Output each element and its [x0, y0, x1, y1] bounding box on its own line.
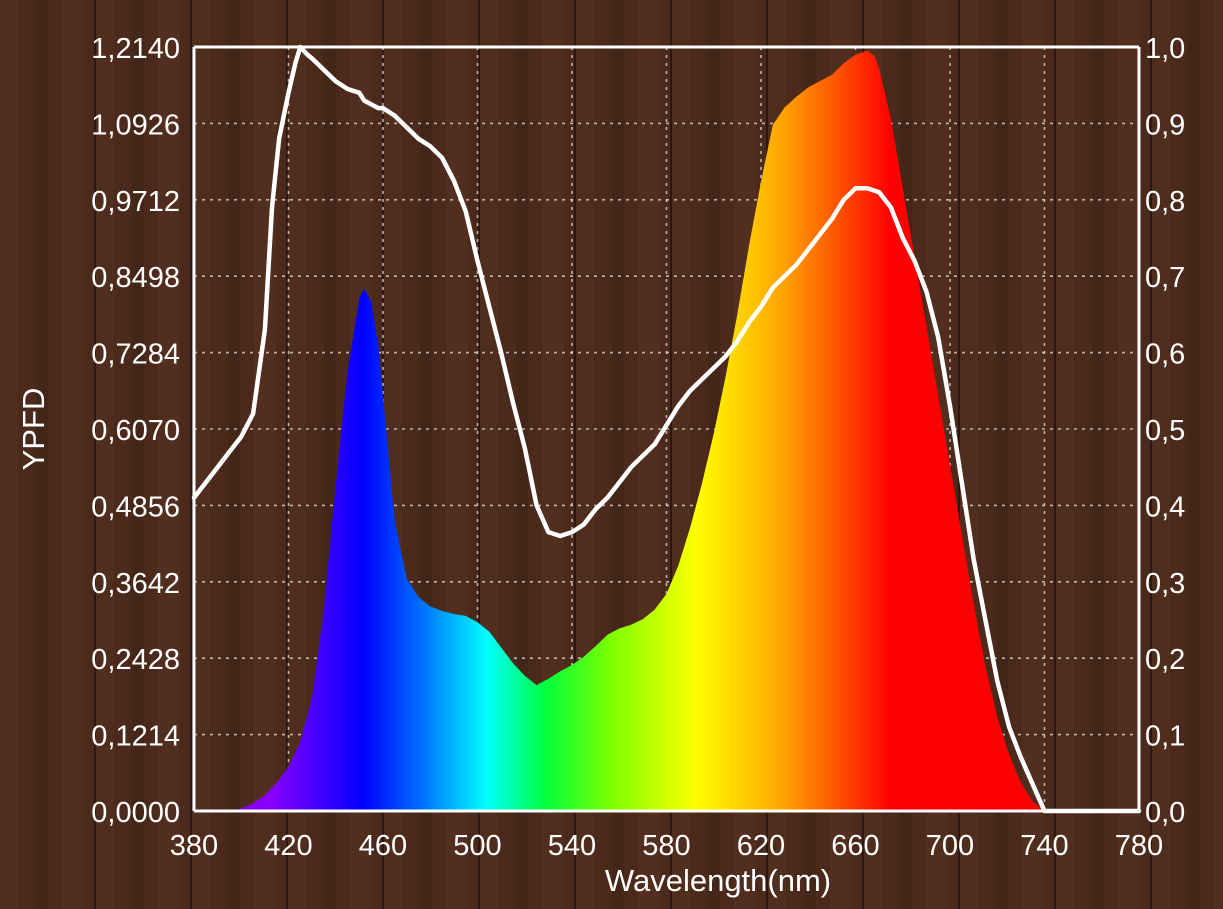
y-tick-label-left: 1,2140: [91, 33, 180, 65]
x-tick-label: 700: [926, 830, 974, 862]
y-tick-label-right: 1,0: [1145, 33, 1185, 65]
x-tick-label: 540: [548, 830, 596, 862]
x-tick-label: 460: [359, 830, 407, 862]
relative-response-line-layer: [191, 44, 1142, 814]
x-axis-title: Wavelength(nm): [605, 863, 831, 898]
x-tick-label: 780: [1115, 830, 1163, 862]
y-tick-label-left: 0,1214: [91, 721, 180, 753]
x-tick-label: 660: [831, 830, 879, 862]
y-tick-label-right: 0,8: [1145, 186, 1185, 218]
x-tick-label: 380: [170, 830, 218, 862]
y-tick-label-right: 0,2: [1145, 644, 1185, 676]
y-tick-label-left: 0,8498: [91, 262, 180, 294]
right-axis-ticks: 0,0 0,1 0,2 0,3 0,4 0,5 0,6 0,7 0,8 0,9 1,0: [1145, 33, 1185, 829]
y-tick-label-right: 0,1: [1145, 721, 1185, 753]
y-tick-label-right: 0,5: [1145, 415, 1185, 447]
y-tick-label-left: 0,6070: [91, 415, 180, 447]
y-tick-label-left: 0,0000: [91, 797, 180, 829]
x-tick-label: 500: [453, 830, 501, 862]
y-tick-label-right: 0,3: [1145, 568, 1185, 600]
x-tick-label: 740: [1020, 830, 1068, 862]
y-tick-label-right: 0,9: [1145, 109, 1185, 141]
y-tick-label-left: 0,3642: [91, 568, 180, 600]
x-tick-label: 620: [737, 830, 785, 862]
y-tick-label-left: 0,2428: [91, 644, 180, 676]
y-tick-label-left: 0,7284: [91, 339, 180, 371]
y-tick-label-right: 0,6: [1145, 339, 1185, 371]
y-tick-label-left: 1,0926: [91, 109, 180, 141]
x-tick-label: 420: [264, 830, 312, 862]
relative-response-line: [191, 44, 1142, 814]
y-tick-label-left: 0,9712: [91, 186, 180, 218]
left-axis-ticks: 0,0000 0,1214 0,2428 0,3642 0,4856 0,6070 0,72…: [91, 33, 180, 829]
spectrum-area-layer: [229, 50, 1045, 812]
y-axis-title: YPFD: [16, 388, 51, 471]
y-tick-label-left: 0,4856: [91, 491, 180, 523]
x-axis-ticks: 380 420 460 500 540 580 620 660 700 740 780: [170, 830, 1163, 862]
plot-frame: [192, 45, 1141, 813]
y-tick-label-right: 0,0: [1145, 797, 1185, 829]
y-tick-label-right: 0,7: [1145, 262, 1185, 294]
x-tick-label: 580: [642, 830, 690, 862]
spectrum-area: [229, 50, 1045, 812]
y-tick-label-right: 0,4: [1145, 491, 1185, 523]
